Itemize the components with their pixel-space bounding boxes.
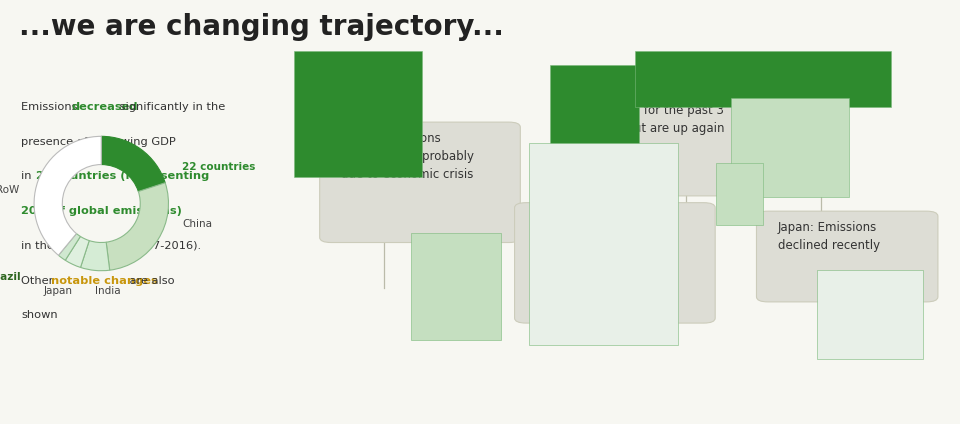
Wedge shape — [81, 240, 109, 271]
Bar — [817, 270, 924, 360]
Text: India: India — [95, 286, 121, 296]
Text: 22 countries (representing: 22 countries (representing — [36, 171, 209, 181]
Text: in: in — [21, 171, 36, 181]
Bar — [550, 64, 639, 149]
Bar — [716, 163, 763, 225]
Wedge shape — [35, 137, 102, 255]
Bar — [411, 233, 501, 340]
Text: Emissions: Emissions — [21, 102, 82, 112]
FancyBboxPatch shape — [569, 75, 770, 196]
Text: ...we are changing trajectory...: ...we are changing trajectory... — [19, 13, 504, 41]
Wedge shape — [101, 137, 165, 192]
Text: Brazil: Emissions
declining but probably
due to economic crisis: Brazil: Emissions declining but probably… — [341, 132, 474, 181]
Text: presence of a growing GDP: presence of a growing GDP — [21, 137, 176, 147]
Text: Japan: Japan — [43, 286, 72, 296]
Text: India: Emissions grew
6% in the past decade
but slowed in 2017: India: Emissions grew 6% in the past dec… — [536, 213, 668, 262]
FancyBboxPatch shape — [756, 211, 938, 302]
Wedge shape — [65, 237, 89, 268]
Wedge shape — [59, 234, 81, 260]
Text: 22 countries: 22 countries — [181, 162, 255, 172]
Text: China: China — [181, 219, 212, 229]
Text: decreased: decreased — [71, 102, 137, 112]
Text: Other: Other — [21, 276, 58, 286]
FancyBboxPatch shape — [320, 122, 520, 243]
Text: in the last decade (2007-2016).: in the last decade (2007-2016). — [21, 241, 202, 251]
FancyBboxPatch shape — [515, 203, 715, 323]
Wedge shape — [107, 183, 168, 270]
Bar — [732, 98, 849, 197]
Text: Japan: Emissions
declined recently: Japan: Emissions declined recently — [778, 221, 879, 252]
Text: RoW: RoW — [0, 185, 19, 195]
Text: Brazil: Brazil — [0, 273, 21, 282]
Text: are also: are also — [126, 276, 175, 286]
Bar — [636, 50, 891, 107]
Bar — [294, 50, 421, 177]
Text: notable changes: notable changes — [51, 276, 157, 286]
Text: significantly in the: significantly in the — [116, 102, 226, 112]
Text: China: Emissions
declined for the past 3
years but are up again: China: Emissions declined for the past 3… — [590, 86, 725, 135]
Bar — [529, 143, 678, 345]
Text: 20% of global emissions): 20% of global emissions) — [21, 206, 182, 216]
Text: shown: shown — [21, 310, 58, 321]
